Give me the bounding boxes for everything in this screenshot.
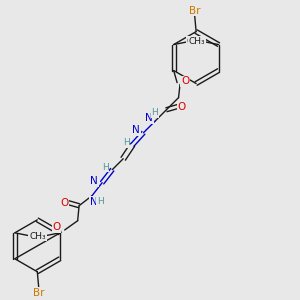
Text: N: N — [145, 113, 153, 123]
Text: N: N — [132, 125, 140, 136]
Text: O: O — [52, 222, 61, 232]
Text: O: O — [181, 76, 189, 86]
Text: O: O — [177, 102, 186, 112]
Text: H: H — [123, 138, 130, 147]
Text: H: H — [102, 163, 109, 172]
Text: CH₃: CH₃ — [187, 37, 204, 46]
Text: N: N — [90, 197, 98, 207]
Text: CH₃: CH₃ — [28, 232, 45, 241]
Text: H: H — [152, 108, 158, 117]
Text: CH₃: CH₃ — [30, 232, 46, 241]
Text: CH₃: CH₃ — [189, 37, 205, 46]
Text: N: N — [90, 176, 98, 186]
Text: Br: Br — [189, 6, 200, 16]
Text: Br: Br — [33, 287, 44, 298]
Text: H: H — [97, 197, 104, 206]
Text: O: O — [60, 198, 68, 208]
